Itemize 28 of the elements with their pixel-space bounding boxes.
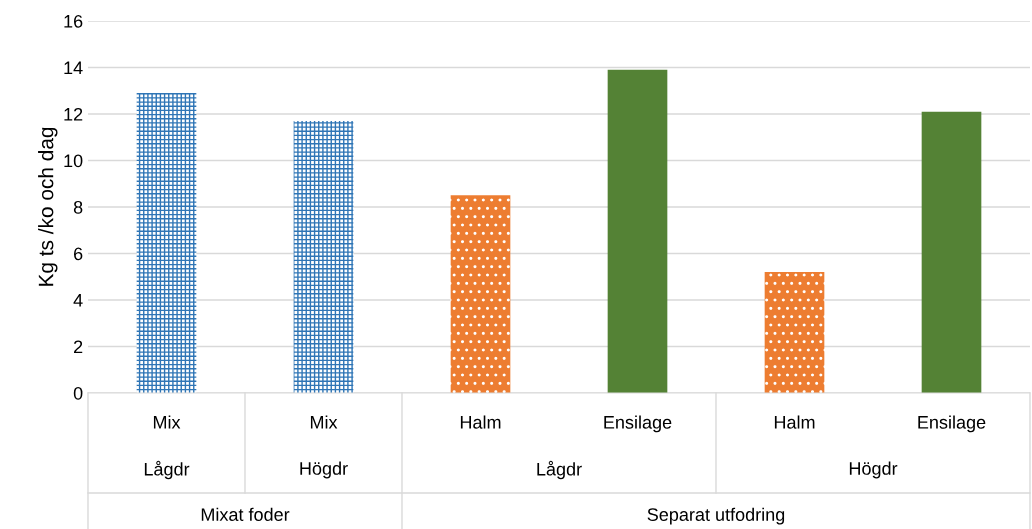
text: Separat utfodring — [647, 507, 785, 525]
text: Lågdr — [144, 460, 190, 480]
x-tick-label: Mix — [310, 415, 338, 429]
y-tick-label: 0 — [73, 386, 83, 400]
y-tick-label: 12 — [64, 107, 83, 121]
x-tick-label: Ensilage — [918, 415, 986, 433]
y-tick-label: 6 — [74, 247, 83, 261]
y-tick-label: 14 — [64, 61, 83, 75]
text: Mixat foder — [201, 507, 290, 521]
y-tick-label: 2 — [74, 340, 83, 354]
y-tick-label: 10 — [64, 154, 83, 168]
y-tick-label: 4 — [73, 294, 83, 307]
x-tick-label: Ensilage — [604, 415, 672, 433]
y-tick-label: 16 — [64, 14, 83, 28]
bar — [921, 111, 982, 393]
x-tick-label: Mix — [153, 415, 181, 429]
text: Lågdr — [537, 460, 582, 480]
x-tick-label: Halm — [460, 415, 501, 429]
y-tick-label: 8 — [73, 200, 83, 214]
y-axis-title: Kg ts /ko och dag — [38, 127, 58, 286]
x-tick-label: Halm — [774, 415, 815, 429]
bar — [607, 69, 668, 393]
text: Högdr — [300, 461, 348, 479]
bar — [764, 272, 825, 393]
bar — [136, 93, 197, 393]
bar — [293, 120, 354, 393]
bar — [450, 195, 511, 393]
text: Högdr — [849, 461, 898, 479]
